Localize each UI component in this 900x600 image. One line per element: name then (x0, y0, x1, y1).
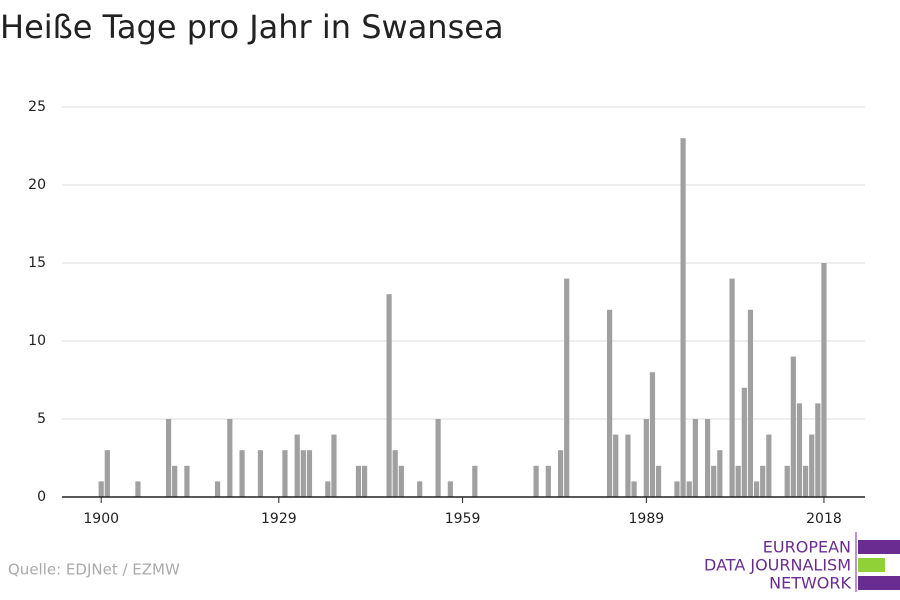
bar (184, 465, 190, 497)
bar (472, 465, 478, 497)
y-tick-label: 0 (37, 489, 46, 505)
bar (704, 419, 711, 497)
bar (306, 450, 313, 497)
logo-text: EUROPEAN (763, 538, 851, 557)
bar (766, 434, 772, 497)
bar (447, 481, 453, 497)
y-tick-label: 5 (37, 411, 46, 427)
logo-bar (858, 540, 900, 554)
bar (361, 465, 368, 497)
bar (325, 481, 331, 497)
y-tick-label: 25 (28, 99, 46, 115)
logo-bar (858, 576, 900, 590)
bar (655, 465, 662, 497)
bar (729, 278, 735, 497)
bar (809, 434, 815, 497)
bar (796, 403, 803, 497)
bar (674, 481, 680, 497)
bar (294, 434, 300, 497)
bar (613, 434, 619, 497)
bar (784, 465, 790, 497)
y-tick-label: 15 (28, 255, 46, 271)
x-tick-label: 1900 (83, 511, 119, 527)
bar (631, 481, 637, 497)
bar (172, 465, 178, 497)
bar (741, 387, 747, 497)
logo-text: NETWORK (769, 574, 851, 593)
bar (257, 450, 264, 497)
bar (392, 450, 398, 497)
bar (753, 481, 760, 497)
bar (680, 138, 686, 497)
bar (227, 419, 233, 497)
source: Quelle: EDJNet / EZMW (8, 561, 180, 579)
bar (717, 450, 723, 497)
bar (533, 465, 539, 497)
bar (214, 481, 221, 497)
bar (625, 434, 631, 497)
bar (606, 309, 613, 497)
y-tick-label: 20 (28, 177, 46, 193)
bar (557, 450, 564, 497)
bar (300, 450, 306, 497)
x-tick-label: 2018 (806, 511, 842, 527)
bar (331, 434, 337, 497)
y-tick-label: 10 (28, 333, 46, 349)
bar (760, 465, 766, 497)
bar (564, 278, 570, 497)
x-tick-label: 1929 (261, 511, 297, 527)
x-tick-label: 1989 (629, 511, 665, 527)
chart-title: Heiße Tage pro Jahr in Swansea (0, 8, 504, 46)
bar (398, 465, 404, 497)
bar (435, 419, 441, 497)
bar (104, 450, 110, 497)
bar (815, 403, 821, 497)
bar (692, 419, 698, 497)
bar (355, 465, 362, 497)
bar (282, 450, 288, 497)
bar (545, 465, 551, 497)
logo-bar (858, 558, 885, 572)
bar (135, 481, 141, 497)
bar (790, 356, 796, 497)
x-tick-label: 1959 (445, 511, 481, 527)
bar (711, 465, 717, 497)
bar (649, 372, 656, 497)
bar (747, 309, 754, 497)
bar (417, 481, 423, 497)
bar (735, 465, 741, 497)
bar (643, 419, 649, 497)
bar (821, 263, 827, 497)
bar (686, 481, 692, 497)
bar (98, 481, 104, 497)
bar (239, 450, 245, 497)
bar (165, 419, 172, 497)
bar (386, 294, 392, 497)
logo-text: DATA JOURNALISM (704, 556, 851, 575)
bar (802, 465, 809, 497)
